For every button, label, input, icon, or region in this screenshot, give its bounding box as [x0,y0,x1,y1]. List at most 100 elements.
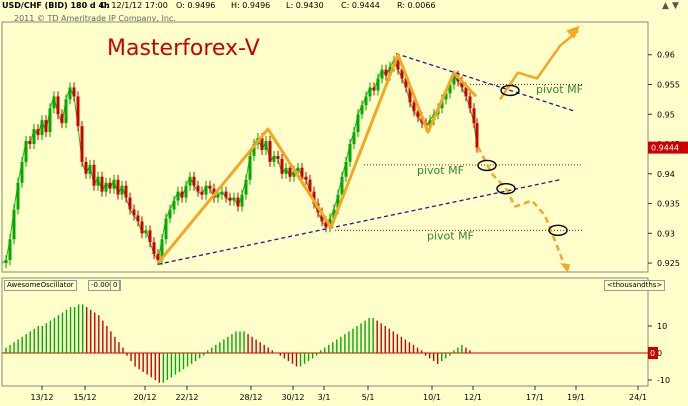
x-tick-label: 19/1 [567,393,585,402]
x-tick-label: 22/12 [175,393,198,402]
candle-body [52,96,56,109]
projection-down-arrowhead [560,263,570,273]
pattern-zigzag [156,53,478,265]
candle-body [88,164,92,174]
osc-current-box [648,347,658,359]
candle-body [192,176,196,186]
marker-ellipse [500,84,520,97]
candle-body [8,239,12,261]
last-price-box [648,141,688,154]
oscillator-panel-frame [1,277,649,387]
candle-body [136,215,140,222]
candle-body [404,78,408,88]
candle-body [200,191,204,195]
resistance-trendline [395,52,576,112]
scroll-down-icon[interactable]: ▼ [672,1,679,11]
candle-body [356,114,360,133]
candle-body [464,87,468,97]
candle-body [388,66,392,76]
marker-ellipse [477,159,497,172]
candle-body [448,84,452,94]
osc-y-tick-label: -10 [657,376,670,385]
y-tick-label: 0.93 [657,229,675,238]
candle-body [28,141,32,145]
candle-body [92,164,96,186]
candle-body [220,191,224,195]
candle-body [104,182,108,192]
candle-body [168,209,172,219]
candle-body [132,209,136,216]
candle-body [300,167,304,177]
scroll-up-icon[interactable]: ▲ [662,1,669,11]
candle-body [180,191,184,198]
support-trendline [157,179,561,265]
candle-body [36,129,40,136]
oscillator-name: AwesomeOscillator [7,281,74,289]
low-label: L: 0.9430 [286,1,324,10]
x-tick-label: 17/1 [526,393,544,402]
candle-body [84,161,88,174]
candle-body [96,176,100,186]
candle-body [44,120,48,133]
candle-body [340,176,344,195]
datetime-label: D: 12/1/12 17:00 [100,1,168,10]
candle-body [384,69,388,76]
candle-body [108,182,112,189]
osc-y-tick-label: 10 [657,322,667,331]
candle-body [272,155,276,162]
candle-body [196,185,200,192]
x-tick-label: 15/12 [73,393,96,402]
candle-body [268,141,272,162]
candle-body [240,194,244,207]
candle-body [368,87,372,97]
candle-body [20,161,24,183]
candle-body [60,114,64,124]
candle-body [16,182,20,210]
candle-body [64,99,68,124]
x-tick-label: 13/12 [30,393,53,402]
candle-body [352,132,356,145]
candle-body [364,96,368,106]
candle-body [460,81,464,88]
y-tick-label: 0.95 [657,110,675,119]
candle-body [112,179,116,189]
candle-body [472,108,476,124]
candle-body [68,87,72,100]
candle-body [48,108,52,133]
candle-body [184,185,188,198]
osc-current-label: 0 [650,349,655,358]
candle-body [188,176,192,186]
candle-body [444,93,448,100]
candle-body [328,218,332,228]
candle-body [4,260,8,264]
candle-body [128,197,132,210]
oscillator-units-box: <thousandths> [604,280,666,291]
candle-body [416,111,420,118]
candle-body [140,221,144,234]
candle-body [428,120,432,127]
candle-body [280,158,284,174]
candle-body [160,239,164,261]
candle-body [244,179,248,195]
candle-body [292,170,296,177]
chart-title: Masterforex-V [107,36,260,61]
candle-body [120,185,124,195]
projection-up-arrowhead [566,25,580,39]
candle-body [264,141,268,150]
candle-body [248,155,252,180]
candle-body [348,144,352,162]
y-tick-label: 0.935 [657,200,680,209]
range-label: R: 0.0066 [397,1,436,10]
x-tick-label: 10/1 [423,393,441,402]
candle-body [144,230,148,234]
candle-body [308,179,312,192]
candle-body [304,176,308,180]
y-tick-label: 0.955 [657,81,680,90]
candle-body [468,96,472,109]
candle-body [376,78,380,91]
candle-body [288,167,292,177]
last-price-label: 0.9444 [651,144,679,153]
candle-body [412,102,416,112]
candle-body [336,194,340,210]
